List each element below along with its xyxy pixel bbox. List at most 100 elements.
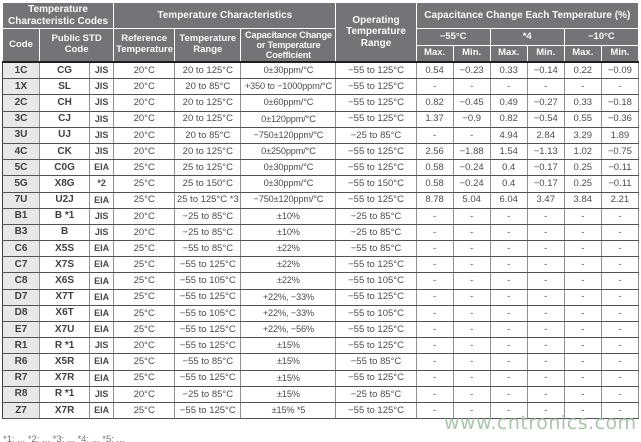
table-row: R7 X7R EIA 25°C −55 to 125°C ±15% −55 to 125°C… <box>2 370 640 387</box>
table-row: B1 B *1 JIS 20°C −25 to 85°C ±10% −25 to 85°C -… <box>2 208 640 225</box>
cell-reference-temperature: 25°C <box>113 402 176 420</box>
cell-minus10-max: - <box>564 386 602 403</box>
cell-code: 1C <box>2 62 41 80</box>
cell-std-organization: *2 <box>89 175 115 193</box>
cell-minus10-min: −0.75 <box>601 143 640 161</box>
cell-star4-min: - <box>527 386 565 403</box>
cell-minus55-min: 5.04 <box>453 192 491 209</box>
cell-public-std-name: X6S <box>39 272 91 290</box>
cell-star4-max: - <box>490 353 528 371</box>
cell-minus10-min: −0.09 <box>601 62 640 80</box>
cell-public-std-name: X8G <box>39 175 91 193</box>
cell-temperature-range: −55 to 125°C <box>174 370 242 387</box>
cell-minus55-min: - <box>453 272 491 290</box>
cell-operating-temperature-range: −25 to 85°C <box>335 127 417 144</box>
cell-code: 4C <box>2 143 41 161</box>
header-temp-minus55: −55°C <box>415 28 491 46</box>
cell-code: C7 <box>2 256 41 274</box>
cell-star4-min: −0.27 <box>527 94 565 112</box>
cell-capacitance-change-coefficient: ±22% <box>240 256 337 274</box>
cell-star4-min: −0.54 <box>527 111 565 128</box>
header-code: Code <box>1 28 41 63</box>
cell-operating-temperature-range: −55 to 125°C <box>335 402 417 420</box>
cell-temperature-range: −25 to 85°C <box>174 224 242 242</box>
cell-std-organization: EIA <box>89 353 115 371</box>
header-operating-temperature-range: Operating Temperature Range <box>335 2 417 63</box>
cell-minus10-max: - <box>564 240 602 258</box>
cell-public-std-name: X6T <box>39 305 91 323</box>
cell-std-organization: EIA <box>89 305 115 323</box>
cell-reference-temperature: 20°C <box>113 143 176 161</box>
cell-public-std-name: UJ <box>39 127 91 144</box>
cell-minus55-max: 0.82 <box>416 94 454 112</box>
cell-std-organization: EIA <box>89 370 115 387</box>
cell-capacitance-change-coefficient: ±15% <box>240 353 337 371</box>
cell-minus55-max: 1.37 <box>416 111 454 128</box>
cell-public-std-name: X7R <box>39 370 91 387</box>
cell-temperature-range: 20 to 125°C <box>174 143 242 161</box>
cell-code: E7 <box>2 321 41 339</box>
cell-public-std-name: X7T <box>39 289 91 306</box>
cell-public-std-name: C0G <box>39 159 91 177</box>
cell-capacitance-change-coefficient: 0±30ppm/°C <box>240 175 337 193</box>
table-row: 4C CK JIS 20°C 20 to 125°C 0±250ppm/°C −55 to … <box>2 143 640 161</box>
cell-minus55-min: −1.88 <box>453 143 491 161</box>
cell-minus55-max: - <box>416 224 454 242</box>
cell-star4-max: 1.54 <box>490 143 528 161</box>
cell-reference-temperature: 25°C <box>113 175 176 193</box>
header-min-3: Min. <box>600 45 640 63</box>
cell-operating-temperature-range: −55 to 125°C <box>335 289 417 306</box>
cell-capacitance-change-coefficient: +22%, −33% <box>240 305 337 323</box>
cell-minus10-max: 0.25 <box>564 175 602 193</box>
cell-std-organization: JIS <box>89 78 115 96</box>
cell-capacitance-change-coefficient: 0±250ppm/°C <box>240 143 337 161</box>
cell-star4-min: - <box>527 256 565 274</box>
cell-operating-temperature-range: −55 to 125°C <box>335 321 417 339</box>
cell-public-std-name: X5S <box>39 240 91 258</box>
cell-minus55-min: −0.45 <box>453 94 491 112</box>
header-capacitance-change-coefficient: Capacitance Change or Temperature Coeffi… <box>240 28 337 63</box>
cell-minus10-min: 2.21 <box>601 192 640 209</box>
cell-std-organization: JIS <box>89 337 115 355</box>
cell-minus55-min: −0.23 <box>453 62 491 80</box>
cell-operating-temperature-range: −55 to 125°C <box>335 94 417 112</box>
cell-minus55-min: - <box>453 402 491 420</box>
cell-code: R1 <box>2 337 41 355</box>
cell-star4-min: −1.13 <box>527 143 565 161</box>
cell-public-std-name: CK <box>39 143 91 161</box>
cell-capacitance-change-coefficient: 0±30ppm/°C <box>240 62 337 80</box>
cell-reference-temperature: 25°C <box>113 353 176 371</box>
cell-minus55-max: - <box>416 305 454 323</box>
cell-minus10-max: 1.02 <box>564 143 602 161</box>
header-temperature-range: Temperature Range <box>174 28 242 63</box>
table-row: Z7 X7R EIA 25°C −55 to 125°C ±15% *5 −55 to 12… <box>2 402 640 420</box>
cell-star4-max: 0.82 <box>490 111 528 128</box>
cell-code: R8 <box>2 386 41 403</box>
cell-operating-temperature-range: −55 to 105°C <box>335 272 417 290</box>
cell-code: C8 <box>2 272 41 290</box>
cell-minus55-max: 2.56 <box>416 143 454 161</box>
cell-capacitance-change-coefficient: ±15% <box>240 337 337 355</box>
cell-public-std-name: CH <box>39 94 91 112</box>
cell-minus55-min: - <box>453 78 491 96</box>
table-row: R1 R *1 JIS 20°C −55 to 125°C ±15% −55 to 125°… <box>2 337 640 355</box>
table-header: Temperature Characteristic Codes Tempera… <box>1 2 640 63</box>
cell-minus55-min: - <box>453 337 491 355</box>
cell-std-organization: EIA <box>89 192 115 209</box>
cell-temperature-range: −55 to 105°C <box>174 305 242 323</box>
table-row: 3C CJ JIS 20°C 20 to 125°C 0±120ppm/°C −55 to … <box>2 111 640 128</box>
cell-reference-temperature: 25°C <box>113 272 176 290</box>
cell-reference-temperature: 25°C <box>113 159 176 177</box>
cell-minus10-min: −0.36 <box>601 111 640 128</box>
cell-std-organization: JIS <box>89 62 115 80</box>
cell-minus10-min: - <box>601 208 640 225</box>
cell-reference-temperature: 20°C <box>113 224 176 242</box>
cell-minus10-min: - <box>601 321 640 339</box>
cell-minus10-max: - <box>564 289 602 306</box>
header-min-2: Min. <box>526 45 565 63</box>
cell-minus55-min: - <box>453 386 491 403</box>
cell-star4-max: - <box>490 208 528 225</box>
cell-temperature-range: 20 to 85°C <box>174 127 242 144</box>
cell-std-organization: JIS <box>89 127 115 144</box>
cell-minus55-max: - <box>416 370 454 387</box>
